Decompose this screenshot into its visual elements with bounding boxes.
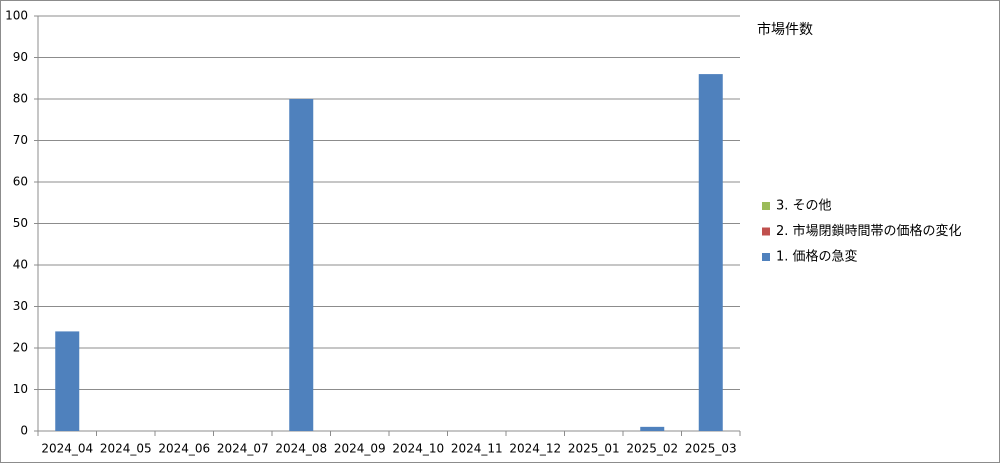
x-tick-label: 2024_08 [275, 442, 327, 456]
y-tick-label: 60 [13, 175, 28, 189]
legend-label: 3. その他 [776, 199, 832, 214]
y-tick-label: 40 [13, 258, 28, 272]
x-tick-label: 2024_10 [392, 442, 444, 456]
x-tick-label: 2025_01 [568, 442, 620, 456]
legend-label: 2. 市場閉鎖時間帯の価格の変化 [776, 223, 962, 239]
x-tick-label: 2024_05 [100, 442, 152, 456]
x-tick-label: 2024_11 [451, 442, 503, 456]
y-tick-label: 30 [13, 299, 28, 313]
x-tick-label: 2024_06 [158, 442, 210, 456]
y-tick-label: 20 [13, 341, 28, 355]
x-tick-label: 2024_12 [509, 442, 561, 456]
y-tick-label: 80 [13, 92, 28, 106]
bar [640, 426, 665, 431]
legend-title: 市場件数 [757, 21, 813, 38]
y-tick-label: 70 [13, 133, 28, 147]
legend-swatch [762, 253, 770, 261]
y-tick-label: 50 [13, 216, 28, 230]
x-tick-label: 2024_04 [41, 442, 93, 456]
y-tick-label: 100 [5, 9, 28, 23]
bar [55, 331, 80, 431]
x-tick-label: 2024_07 [217, 442, 269, 456]
y-tick-label: 90 [13, 50, 28, 64]
x-tick-label: 2025_02 [626, 442, 678, 456]
bar [289, 99, 314, 431]
y-tick-label: 10 [13, 382, 28, 396]
x-tick-label: 2025_03 [685, 442, 737, 456]
y-tick-label: 0 [20, 424, 28, 438]
x-tick-label: 2024_09 [334, 442, 386, 456]
legend-label: 1. 価格の急変 [776, 249, 858, 265]
bar [698, 74, 723, 431]
legend-swatch [762, 227, 770, 236]
legend-swatch [762, 202, 770, 210]
